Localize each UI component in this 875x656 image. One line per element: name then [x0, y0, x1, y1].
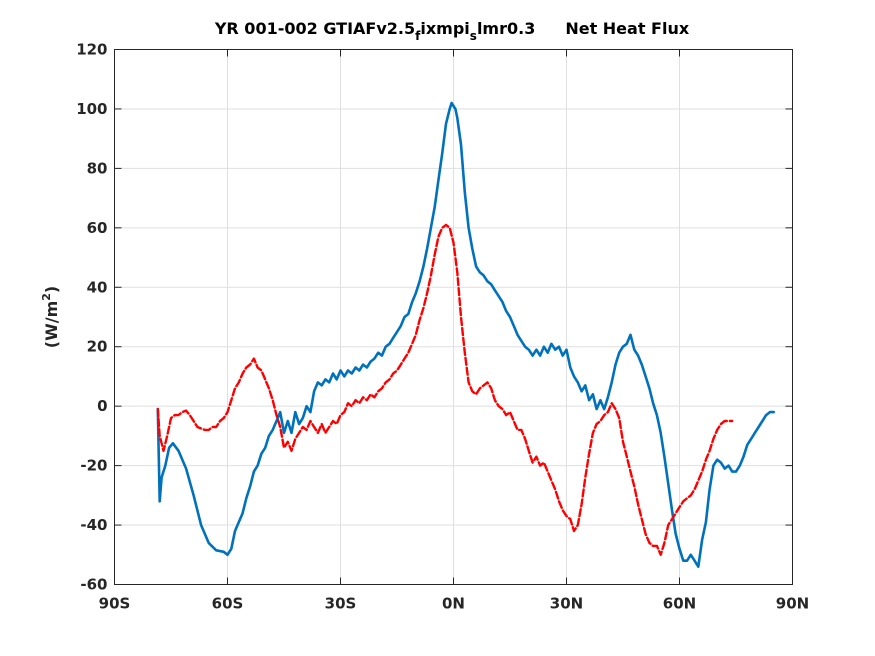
- ticks: [114, 49, 793, 585]
- y-tick-labels: -60 -40 -20 0 20 40 60 80 100 120: [76, 41, 107, 594]
- x-tick-label: 60N: [663, 595, 696, 613]
- y-tick-label: 80: [87, 159, 108, 177]
- y-tick-label: 60: [87, 219, 108, 237]
- title-prefix: YR 001-002 GTIAFv2.5: [214, 19, 415, 38]
- title-subscript-2: s: [470, 29, 477, 43]
- y-tick-label: -20: [80, 457, 107, 475]
- title-middle: ixmpi: [420, 19, 469, 38]
- y-tick-label: -40: [80, 516, 107, 534]
- y-tick-label: 120: [76, 41, 107, 59]
- series-layer: [156, 101, 775, 568]
- title-name: Net Heat Flux: [565, 19, 690, 38]
- chart-title: YR 001-002 GTIAFv2.5fixmpislmr0.3 Net Hea…: [214, 19, 690, 43]
- y-axis-title-close: ): [42, 286, 61, 293]
- y-tick-label: 20: [87, 338, 108, 356]
- title-suffix: lmr0.3: [477, 19, 535, 38]
- y-tick-label: 0: [97, 397, 107, 415]
- x-tick-label: 90S: [99, 595, 131, 613]
- x-tick-label: 90N: [776, 595, 809, 613]
- y-tick-label: -60: [80, 576, 107, 594]
- y-tick-label: 40: [87, 278, 108, 296]
- title-subscript-1: f: [415, 29, 421, 43]
- x-tick-label: 0N: [442, 595, 465, 613]
- y-axis-title: (W/m2): [40, 286, 61, 348]
- x-tick-labels: 90S 60S 30S 0N 30N 60N 90N: [99, 595, 810, 613]
- x-tick-label: 60S: [212, 595, 244, 613]
- y-tick-label: 100: [76, 100, 107, 118]
- y-axis-title-sup: 2: [40, 293, 53, 301]
- series-line-2: [156, 223, 734, 556]
- x-tick-label: 30S: [325, 595, 357, 613]
- x-tick-label: 30N: [550, 595, 583, 613]
- y-axis-title-main: (W/m: [42, 301, 61, 348]
- series-line-1: [156, 101, 775, 568]
